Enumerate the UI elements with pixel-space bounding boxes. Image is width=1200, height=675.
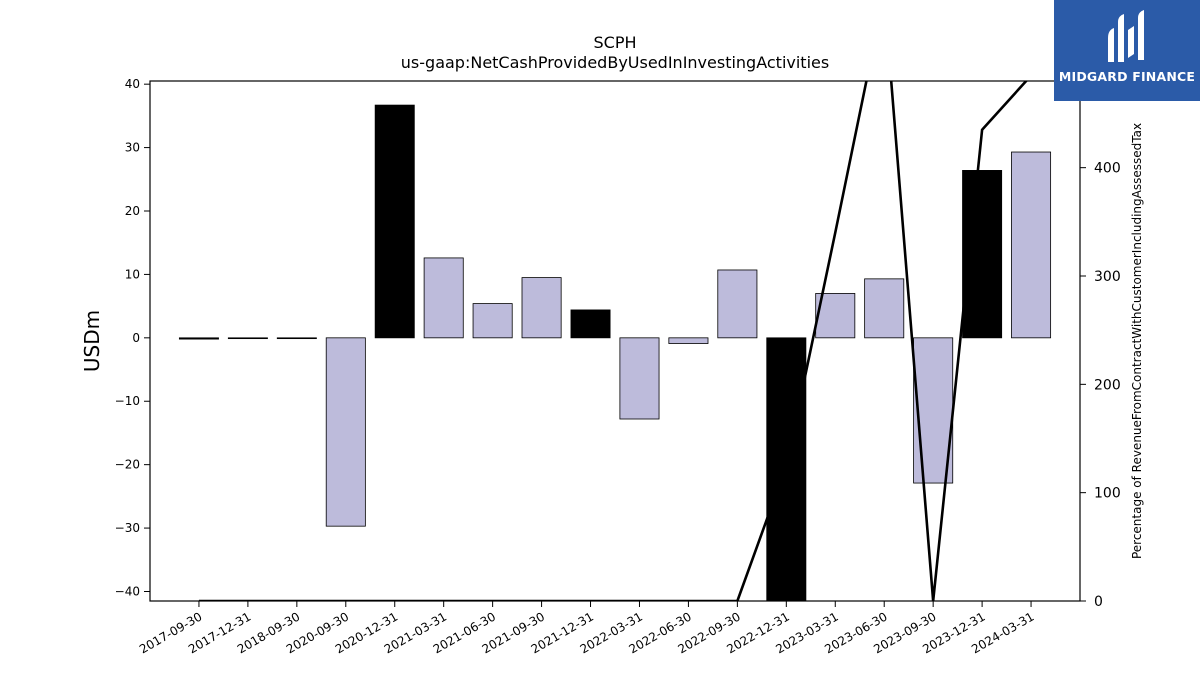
- bar-series: [178, 104, 1052, 601]
- brand-logo: MIDGARD FINANCE: [1054, 0, 1200, 101]
- y-tick-label: −40: [115, 584, 140, 598]
- bar-2021-03-31: [423, 257, 464, 339]
- bar-2020-12-31: [374, 104, 415, 339]
- y-tick-label: −20: [115, 458, 140, 472]
- bar-2018-09-30: [276, 337, 317, 340]
- y-axis-right: 0 100 200 300 400: [1080, 161, 1121, 610]
- y-tick-label: −10: [115, 394, 140, 408]
- chart-title: SCPH: [593, 33, 636, 52]
- bar-2021-06-30: [472, 303, 513, 339]
- y-tick-label: 40: [125, 77, 140, 91]
- y-axis-left: −40 −30 −20 −10 0 10 20 30 40: [115, 77, 150, 598]
- bar-2020-09-30: [325, 337, 366, 527]
- y-axis-label: USDm: [80, 310, 104, 372]
- y2-tick-label: 400: [1094, 161, 1121, 177]
- bar-2022-12-31: [766, 337, 807, 601]
- bar-2021-09-30: [521, 277, 562, 339]
- y-tick-label: 20: [125, 204, 140, 218]
- x-axis: 2017-09-302017-12-312018-09-302020-09-30…: [137, 601, 1037, 656]
- logo-text: MIDGARD FINANCE: [1058, 69, 1196, 84]
- y-tick-label: −30: [115, 521, 140, 535]
- line-series: [198, 81, 1028, 601]
- bar-2022-06-30: [668, 337, 709, 344]
- y2-axis-label: Percentage of RevenueFromContractWithCus…: [1130, 123, 1144, 559]
- bar-2023-06-30: [864, 278, 905, 339]
- y-tick-label: 10: [125, 267, 140, 281]
- line-path: [198, 81, 1028, 601]
- y-tick-label: 0: [132, 331, 140, 345]
- bar-2024-03-31: [1011, 151, 1052, 339]
- y2-tick-label: 200: [1094, 377, 1121, 393]
- logo-mark-icon: [1108, 10, 1144, 62]
- bar-2017-12-31: [227, 337, 268, 340]
- bar-2022-09-30: [717, 269, 758, 339]
- y2-tick-label: 0: [1094, 594, 1103, 610]
- y2-tick-label: 300: [1094, 269, 1121, 285]
- y-tick-label: 30: [125, 141, 140, 155]
- bar-2017-09-30: [178, 337, 219, 340]
- bar-2022-03-31: [619, 337, 660, 420]
- plot-frame: [149, 80, 1081, 602]
- bar-2023-09-30: [913, 337, 954, 484]
- chart-subtitle: us-gaap:NetCashProvidedByUsedInInvesting…: [401, 53, 829, 72]
- y2-tick-label: 100: [1094, 486, 1121, 502]
- bar-2021-12-31: [570, 309, 611, 339]
- axes: [149, 80, 1081, 602]
